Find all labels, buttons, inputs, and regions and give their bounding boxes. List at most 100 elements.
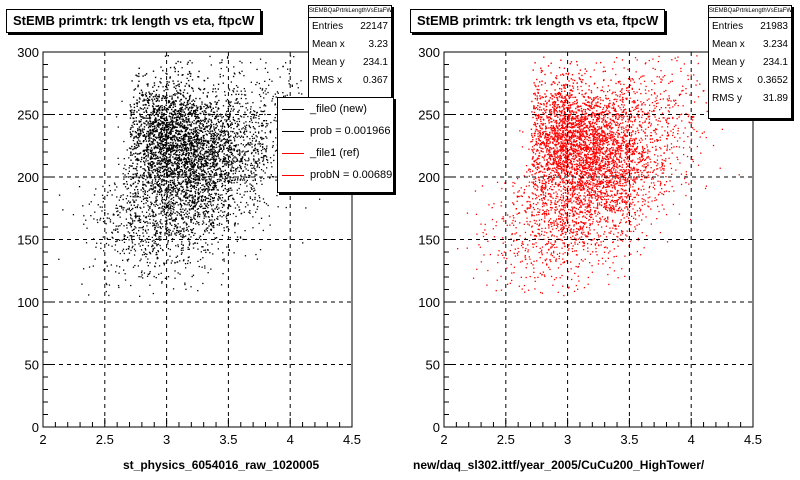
data-point bbox=[207, 140, 209, 142]
data-point bbox=[161, 174, 164, 177]
data-point bbox=[154, 108, 156, 110]
data-point bbox=[218, 149, 220, 151]
data-point bbox=[215, 158, 218, 160]
data-point bbox=[163, 264, 165, 266]
data-point bbox=[224, 158, 227, 160]
data-point bbox=[206, 140, 208, 143]
data-point bbox=[115, 228, 117, 230]
data-point bbox=[234, 207, 237, 209]
data-point bbox=[179, 61, 182, 63]
data-point bbox=[176, 193, 179, 195]
data-point bbox=[236, 120, 238, 123]
data-point bbox=[163, 144, 165, 146]
data-point bbox=[161, 159, 163, 162]
data-point bbox=[184, 160, 186, 163]
data-point bbox=[155, 111, 158, 114]
data-point bbox=[139, 152, 142, 154]
data-point bbox=[189, 160, 191, 162]
data-point bbox=[190, 73, 192, 75]
data-point bbox=[182, 150, 184, 152]
data-point bbox=[153, 146, 155, 148]
data-point bbox=[172, 130, 174, 132]
data-point bbox=[172, 150, 174, 152]
data-point bbox=[144, 122, 146, 125]
data-point bbox=[182, 127, 184, 129]
data-point bbox=[133, 137, 135, 139]
data-point bbox=[192, 168, 194, 170]
data-point bbox=[186, 189, 189, 191]
data-point bbox=[197, 115, 199, 117]
data-point bbox=[252, 137, 254, 140]
data-point bbox=[190, 109, 193, 112]
data-point bbox=[200, 157, 203, 159]
data-point bbox=[172, 146, 174, 148]
data-point bbox=[167, 206, 169, 208]
data-point bbox=[228, 116, 230, 118]
data-point bbox=[241, 128, 243, 130]
data-point bbox=[168, 228, 170, 231]
data-point bbox=[145, 136, 147, 138]
data-point bbox=[198, 178, 200, 180]
data-point bbox=[231, 158, 234, 160]
data-point bbox=[127, 200, 130, 202]
data-point bbox=[163, 173, 166, 175]
data-point bbox=[143, 253, 145, 256]
data-point bbox=[192, 155, 194, 157]
data-point bbox=[216, 162, 218, 164]
data-point bbox=[149, 262, 151, 264]
data-point bbox=[186, 226, 188, 229]
data-point bbox=[154, 180, 157, 182]
data-point bbox=[164, 107, 166, 109]
data-point bbox=[163, 170, 165, 172]
data-point bbox=[211, 158, 213, 160]
data-point bbox=[158, 184, 160, 186]
data-point bbox=[634, 149, 636, 152]
data-point bbox=[136, 174, 138, 176]
data-point bbox=[160, 162, 162, 165]
data-point bbox=[220, 175, 223, 177]
data-point bbox=[210, 127, 212, 129]
data-point bbox=[177, 122, 179, 124]
data-point bbox=[199, 108, 202, 110]
data-point bbox=[213, 140, 215, 142]
data-point bbox=[140, 89, 143, 91]
data-point bbox=[182, 153, 184, 155]
data-point bbox=[152, 154, 155, 156]
data-point bbox=[155, 225, 157, 227]
data-point bbox=[272, 145, 274, 147]
data-point bbox=[239, 183, 242, 186]
data-point bbox=[229, 236, 231, 239]
data-point bbox=[243, 88, 245, 90]
data-point bbox=[183, 104, 185, 106]
data-point bbox=[191, 197, 193, 199]
data-point bbox=[202, 164, 205, 167]
data-point bbox=[255, 139, 257, 141]
data-point bbox=[205, 181, 207, 183]
data-point bbox=[226, 139, 228, 141]
data-point bbox=[125, 198, 127, 200]
data-point bbox=[185, 212, 187, 214]
data-point bbox=[193, 172, 195, 174]
data-point bbox=[212, 90, 214, 93]
data-point bbox=[128, 248, 130, 250]
data-point bbox=[235, 157, 237, 159]
data-point bbox=[182, 140, 184, 142]
data-point bbox=[183, 236, 185, 238]
data-point bbox=[138, 75, 140, 78]
data-point bbox=[161, 99, 163, 101]
data-point bbox=[186, 192, 188, 195]
data-point bbox=[137, 176, 139, 178]
data-point bbox=[165, 125, 167, 127]
data-point bbox=[215, 194, 217, 196]
data-point bbox=[206, 134, 208, 136]
data-point bbox=[140, 123, 143, 126]
data-point bbox=[194, 115, 196, 117]
data-point bbox=[190, 137, 192, 139]
data-point bbox=[210, 203, 212, 205]
data-point bbox=[199, 206, 202, 208]
data-point bbox=[193, 109, 196, 112]
data-point bbox=[230, 130, 232, 133]
data-point bbox=[265, 149, 267, 151]
data-point bbox=[258, 132, 260, 134]
data-point bbox=[232, 130, 234, 133]
